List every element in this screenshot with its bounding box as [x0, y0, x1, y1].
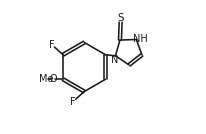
Text: Me: Me: [39, 74, 53, 84]
Text: N: N: [111, 55, 118, 65]
Text: F: F: [70, 97, 76, 107]
Text: S: S: [117, 13, 123, 23]
Text: O: O: [49, 74, 57, 84]
Text: NH: NH: [133, 34, 147, 44]
Text: F: F: [49, 40, 55, 50]
